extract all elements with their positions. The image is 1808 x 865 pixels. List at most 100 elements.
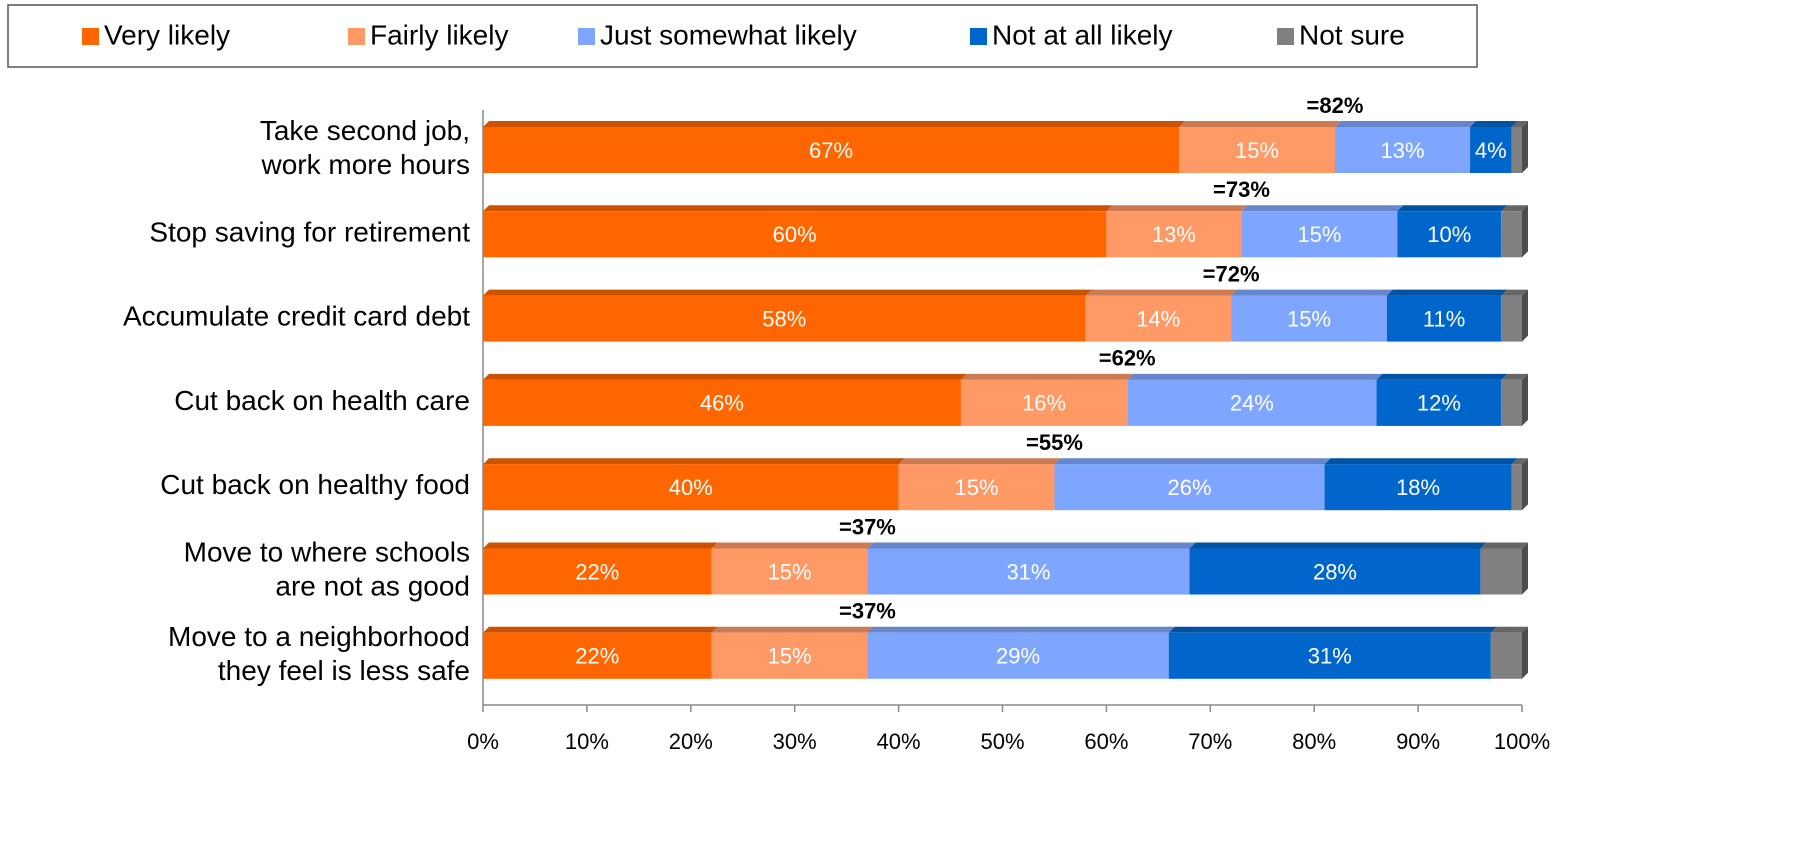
category-label: Accumulate credit card debt	[123, 301, 470, 332]
bar	[1480, 548, 1522, 595]
value-label: 16%	[1022, 391, 1066, 416]
bar-top	[1470, 121, 1518, 127]
legend-label: Fairly likely	[370, 19, 508, 50]
bar	[1054, 464, 1325, 511]
bar	[711, 632, 868, 679]
bar	[483, 295, 1086, 342]
bar-top	[960, 373, 1134, 380]
category-line: work more hours	[260, 149, 470, 180]
bar	[1511, 464, 1522, 511]
bar-side	[1522, 289, 1528, 342]
bar-top	[1511, 121, 1528, 127]
bar	[1501, 295, 1522, 342]
bar-side	[1522, 626, 1528, 679]
value-label: 14%	[1136, 306, 1180, 331]
bar	[1334, 127, 1471, 173]
value-label: 31%	[1308, 644, 1352, 669]
bar-top	[867, 626, 1175, 633]
bar	[1127, 379, 1377, 426]
category-label: Stop saving for retirement	[149, 217, 470, 248]
value-label: 15%	[767, 559, 811, 584]
value-label: 26%	[1167, 475, 1211, 500]
bar-top	[1376, 373, 1508, 380]
category-line: are not as good	[275, 571, 470, 602]
bar	[867, 632, 1169, 679]
bar-top	[483, 289, 1092, 296]
bar-top	[711, 626, 874, 633]
bar-top	[483, 626, 718, 633]
value-label: 15%	[1287, 306, 1331, 331]
bar	[898, 464, 1055, 511]
bar-top	[483, 373, 967, 380]
bar-top	[483, 458, 905, 465]
total-label: =62%	[1099, 346, 1156, 371]
bar-top	[898, 458, 1061, 465]
value-label: 46%	[700, 391, 744, 416]
total-label: =73%	[1213, 177, 1270, 202]
legend-box	[7, 4, 1478, 68]
bar-side	[1522, 458, 1528, 511]
bar	[711, 548, 868, 595]
bar-top	[1241, 205, 1404, 212]
bar-side	[1522, 542, 1528, 595]
bar-top	[1054, 458, 1331, 465]
value-label: 29%	[996, 644, 1040, 669]
bar	[1106, 211, 1242, 258]
bar	[1376, 379, 1502, 426]
category-label: Move to a neighborhood they feel is less …	[168, 621, 470, 686]
total-label: =55%	[1026, 430, 1083, 455]
legend-label: Just somewhat likely	[600, 19, 857, 50]
x-tick-label: 0%	[467, 729, 499, 754]
category-line: Take second job,	[260, 115, 470, 146]
value-label: 15%	[955, 475, 999, 500]
bar	[1168, 632, 1491, 679]
bar-top	[1189, 542, 1487, 549]
value-label: 10%	[1427, 222, 1471, 247]
bar-top	[1334, 121, 1477, 127]
legend-label: Very likely	[104, 19, 230, 50]
value-label: 24%	[1230, 391, 1274, 416]
bar	[483, 379, 961, 426]
value-label: 31%	[1006, 559, 1050, 584]
bar-top	[1179, 121, 1341, 127]
total-label: =82%	[1307, 93, 1364, 118]
bar	[1189, 548, 1481, 595]
bar-side	[1522, 121, 1528, 173]
value-label: 40%	[669, 475, 713, 500]
x-tick-label: 30%	[773, 729, 817, 754]
bar-top	[1085, 289, 1238, 296]
bar	[483, 632, 712, 679]
bar	[1501, 379, 1522, 426]
category-line: Move to where schools	[184, 537, 470, 568]
value-label: 11%	[1423, 306, 1465, 331]
bar-top	[1490, 626, 1528, 633]
bar-top	[1501, 289, 1528, 296]
category-label: Cut back on health care	[174, 385, 470, 416]
value-label: 28%	[1313, 559, 1357, 584]
bar	[1397, 211, 1502, 258]
bar-top	[711, 542, 874, 549]
value-label: 15%	[1297, 222, 1341, 247]
legend-swatch	[578, 28, 595, 45]
bar	[1490, 632, 1522, 679]
x-tick-label: 60%	[1084, 729, 1128, 754]
category-line: Stop saving for retirement	[149, 217, 470, 248]
category-line: they feel is less safe	[218, 655, 470, 686]
bar-top	[1106, 205, 1248, 212]
bar-top	[1231, 289, 1393, 296]
bar	[1241, 211, 1398, 258]
bar	[1085, 295, 1232, 342]
bar	[483, 464, 899, 511]
bar-side	[1522, 205, 1528, 258]
total-label: =37%	[839, 514, 896, 539]
value-label: 22%	[575, 559, 619, 584]
x-tick-label: 20%	[669, 729, 713, 754]
category-label: Move to where schools are not as good	[184, 537, 470, 602]
x-tick-label: 50%	[980, 729, 1024, 754]
bar-top	[483, 542, 718, 549]
value-label: 67%	[809, 138, 853, 163]
value-label: 12%	[1417, 391, 1461, 416]
bar	[483, 127, 1180, 173]
x-tick-label: 10%	[565, 729, 609, 754]
